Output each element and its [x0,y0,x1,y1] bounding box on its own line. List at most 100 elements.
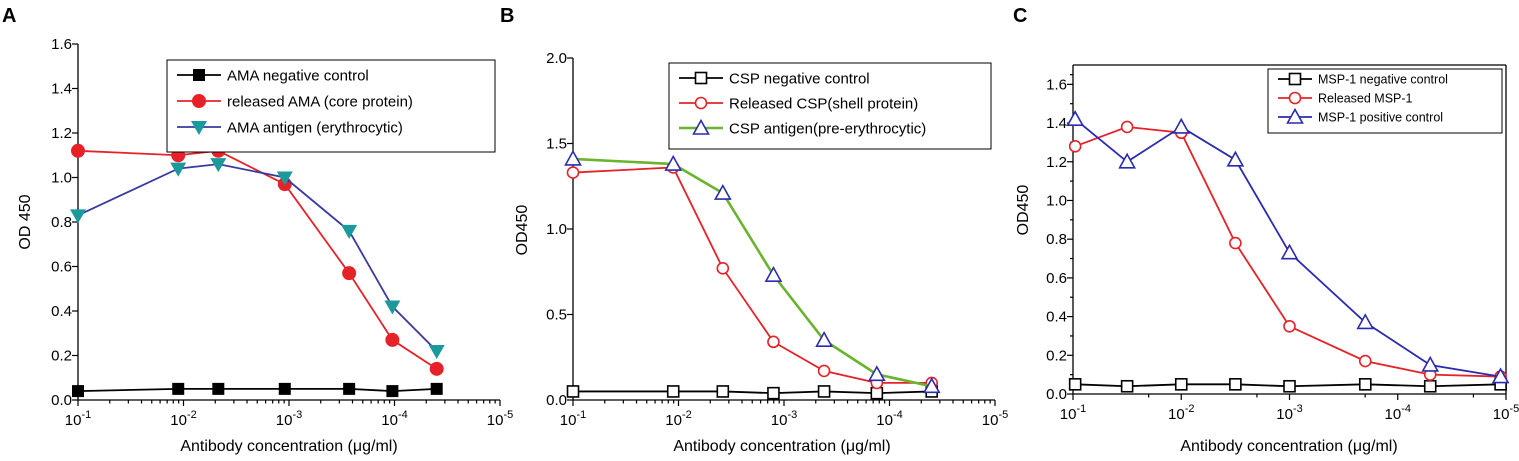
x-axis-title: Antibody concentration (μg/ml) [180,438,397,455]
y-tick-label: 1.4 [1046,115,1067,132]
data-point [1283,379,1296,393]
data-point [817,364,831,378]
legend-label: Released CSP(shell protein) [729,95,918,112]
y-tick-label: 0.8 [1046,231,1067,248]
data-point [1283,319,1296,333]
legend: AMA negative control released AMA (core p… [166,59,496,153]
y-tick-label: 1.6 [1046,76,1067,93]
data-point [210,158,227,173]
x-tick-label: 10-2 [170,409,196,429]
legend-box [166,59,496,153]
legend-label: CSP antigen(pre-erythrocytic) [729,120,926,137]
panel-a: A 0.0 0.2 0.4 0.6 0.8 1.0 1.2 1.4 1.6 10-1 10-2 10-3… [2,5,513,455]
data-point [922,377,941,394]
panel-b: B 0.0 0.5 1.0 1.5 2.0 10-1 10-2 10-3 10-4 10-5 Anti… [500,5,1008,455]
data-point [172,382,185,395]
legend: CSP negative control Released CSP(shell p… [668,62,992,150]
data-point [1423,379,1437,393]
data-point [1491,367,1510,384]
legend-label: MSP-1 negative control [1318,73,1448,87]
y-axis-title: OD450 [1015,185,1032,236]
data-point [1120,379,1134,393]
series-0 [566,385,939,400]
data-point [1068,139,1082,153]
data-point [764,266,783,282]
x-tick-label: 10-3 [276,409,302,429]
panel-label: C [1013,5,1027,27]
legend-marker [694,96,708,110]
data-point [713,183,732,200]
x-tick-label: 10-5 [487,409,513,429]
y-tick-label: 0.5 [546,307,567,324]
data-point [1229,378,1242,391]
y-tick-label: 1.5 [546,136,567,153]
x-tick-label: 10-1 [65,409,91,429]
legend-marker [193,69,205,81]
series-2 [564,149,941,394]
legend-marker [191,121,207,135]
data-point [278,382,291,395]
y-tick-label: 0.2 [51,348,72,365]
data-point [1226,150,1245,167]
y-tick-label: 0.4 [1046,309,1067,326]
y-tick-label: 2.0 [546,50,567,67]
legend-marker [694,71,708,85]
series-line [1074,126,1501,378]
data-point [566,385,580,398]
data-point [716,262,730,275]
data-point [666,385,680,398]
data-point [430,382,443,395]
data-point [817,385,831,398]
legend-label: Released MSP-1 [1318,92,1413,106]
data-point [566,166,580,179]
legend-marker [1286,107,1304,124]
data-point [767,386,780,400]
y-axis-title: OD450 [514,205,531,256]
series-line [1075,383,1501,388]
data-point [1280,243,1299,260]
series-1 [1068,120,1507,383]
y-tick-label: 0.8 [51,214,72,231]
y-tick-label: 1.2 [1046,154,1067,171]
data-point [428,345,445,360]
y-tick-label: 1.0 [546,221,567,238]
legend-marker [1288,91,1302,105]
series-1 [566,161,939,390]
data-point [70,209,86,224]
panel-c: C 0.0 0.2 0.4 0.6 0.8 1.0 1.2 1.4 1.6 10-1 10-2 10-3… [1013,5,1519,455]
data-point [1356,313,1375,330]
data-point [343,382,356,395]
data-point [1174,378,1188,391]
x-tick-label: 10-1 [1060,403,1086,423]
data-point [867,365,886,382]
series-line [572,157,932,388]
y-tick-label: 0.2 [1046,347,1067,364]
x-axis-title: Antibody concentration (μg/ml) [673,438,890,455]
legend-label: AMA negative control [227,67,369,84]
y-tick-label: 0.0 [546,392,567,409]
x-tick-label: 10-5 [1493,403,1519,423]
y-tick-label: 0.6 [1046,270,1067,287]
legend-label: AMA antigen (erythrocytic) [227,119,403,136]
data-point [664,154,683,171]
legend: MSP-1 negative control Released MSP-1 MSP-… [1267,68,1503,134]
data-point [429,361,444,376]
x-tick-label: 10-3 [1276,403,1302,423]
data-point [870,386,884,400]
data-point [1066,110,1085,126]
data-point [1172,117,1191,134]
legend-marker [1288,72,1302,86]
y-tick-label: 1.4 [51,81,72,98]
data-point [276,171,293,186]
data-point [170,162,187,177]
data-point [72,385,84,398]
x-tick-label: 10-1 [560,409,586,429]
data-point [1358,378,1372,391]
data-point [386,385,399,398]
series-0 [1068,378,1507,393]
data-point [385,332,400,347]
data-point [1358,354,1372,368]
data-point [1118,152,1136,169]
